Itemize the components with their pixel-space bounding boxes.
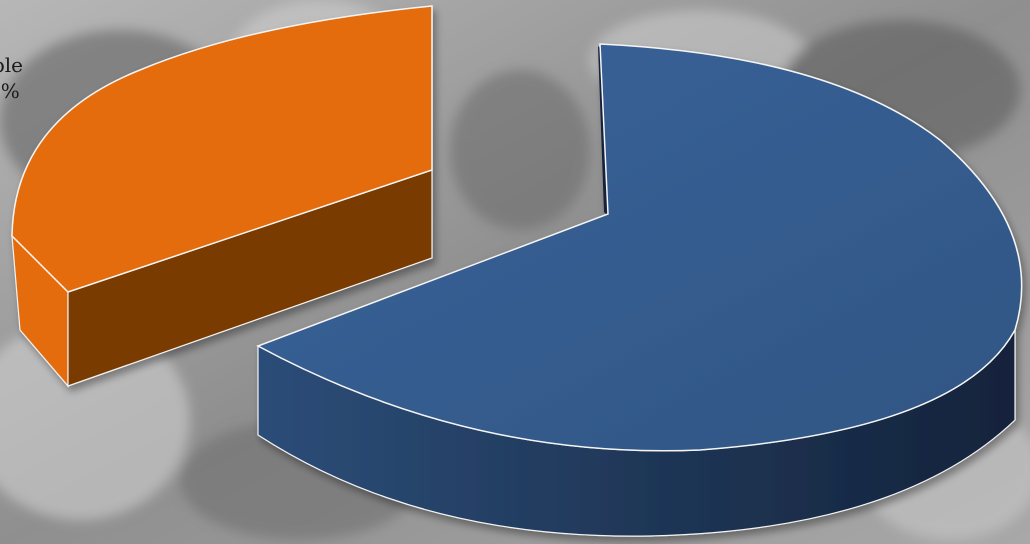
pie-slice-label-name: table (0, 53, 23, 77)
pie-slice-table (11, 5, 433, 388)
pie-slice-table-top (11, 5, 433, 293)
pie-slice-label-table: table 34% (0, 52, 23, 104)
pie-slice-label-percent: 34% (0, 79, 20, 103)
pie-slice-main-top (256, 43, 1023, 452)
pie-slice-main (256, 43, 1023, 537)
